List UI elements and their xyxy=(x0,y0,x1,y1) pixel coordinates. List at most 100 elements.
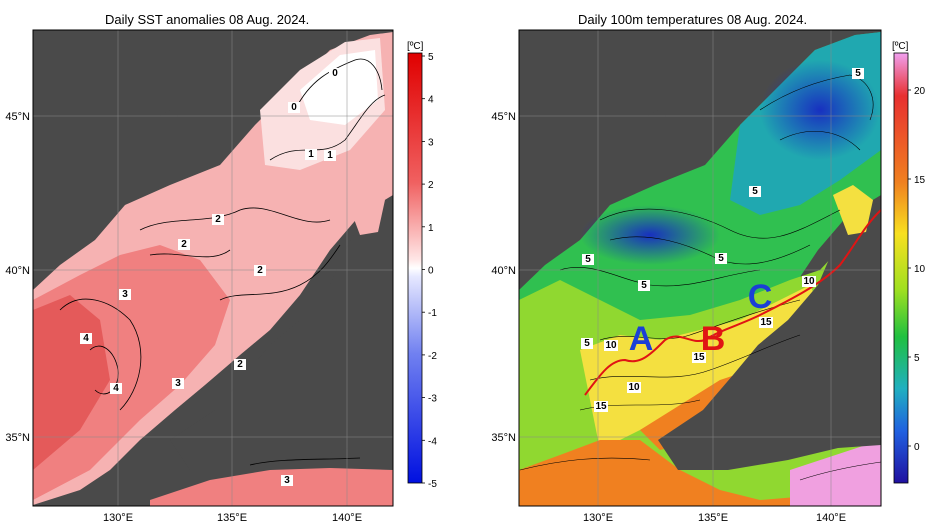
sst-contour-label: 3 xyxy=(122,289,128,300)
anomaly-colorbar-tick-label: 2 xyxy=(428,180,434,191)
sst-contour-label-box xyxy=(254,265,266,276)
sst-contour-label-box xyxy=(110,383,122,394)
sst-contour-label: 4 xyxy=(113,383,119,394)
island xyxy=(160,108,180,138)
latitude-tick-label: 35°N xyxy=(5,432,30,444)
latitude-tick-label: 45°N xyxy=(5,111,30,123)
temperature-colorbar-tick-label: 15 xyxy=(914,175,926,186)
anomaly-colorbar xyxy=(407,52,423,484)
left-colorbar-ticks: 5 4 3 2 1 0 -1 -2 -3 -4 -5 xyxy=(422,52,437,490)
cold-core-north xyxy=(760,60,880,160)
sst-contour-label-box xyxy=(212,214,224,225)
longitude-tick-label: 140°E xyxy=(816,512,846,524)
sst-contour-label: 4 xyxy=(83,333,89,344)
temperature-colorbar-tick-label: 0 xyxy=(914,442,920,453)
sst-contour-label-box xyxy=(324,150,336,161)
coast-land xyxy=(519,150,526,240)
temperature-100m-map xyxy=(519,30,881,506)
temp-contour-label: 15 xyxy=(693,352,705,363)
temp-contour-label: 15 xyxy=(595,401,607,412)
longitude-tick-label: 130°E xyxy=(103,512,133,524)
temp-contour-label: 10 xyxy=(803,276,815,287)
temp-contour-label-box xyxy=(802,276,816,287)
sst-contour-label-box xyxy=(172,378,184,389)
temp-contour-label-box xyxy=(581,338,593,349)
anomaly-colorbar-tick-label: -1 xyxy=(428,308,437,319)
sst-contour-label: 2 xyxy=(181,239,187,250)
anomaly-colorbar-tick-label: -4 xyxy=(428,436,437,447)
temp-contour-label-box xyxy=(582,254,594,265)
temperature-contours xyxy=(519,74,881,481)
sst-contour-label: 1 xyxy=(327,150,333,161)
sst-contour-label-box xyxy=(80,333,92,344)
temp-contour-label: 5 xyxy=(718,253,724,264)
temp-contour-label: 15 xyxy=(760,317,772,328)
longitude-tick-label: 135°E xyxy=(217,512,247,524)
temp-contour-label-box xyxy=(638,280,650,291)
longitude-tick-label: 130°E xyxy=(583,512,613,524)
sst-contour-label: 2 xyxy=(257,265,263,276)
southern-warm-region xyxy=(150,468,393,506)
tsugaru-strait-sea xyxy=(833,185,873,235)
sst-contour-label: 3 xyxy=(284,475,290,486)
temp-contour-label-box xyxy=(627,382,641,393)
southern-warm-water xyxy=(519,440,881,506)
sst-contour-label-box xyxy=(305,149,317,160)
sst-contour-label-box xyxy=(234,359,246,370)
graticule xyxy=(519,30,881,506)
sst-contour-label-box xyxy=(178,239,190,250)
temperature-colorbar-tick-label: 10 xyxy=(914,264,926,275)
anomaly-colorbar-tick-label: 0 xyxy=(428,266,434,277)
temp-contour-label: 10 xyxy=(628,382,640,393)
latitude-tick-label: 35°N xyxy=(491,432,516,444)
axis-labels: 45°N 45°N 40°N 40°N 35°N 35°N 130°E 130°E 135°E 1… xyxy=(5,111,846,524)
island xyxy=(648,108,668,138)
left-contour-labels: 0 0 1 1 2 2 2 2 3 3 3 4 4 xyxy=(80,68,341,486)
graticule xyxy=(33,30,393,506)
cold-core-central xyxy=(580,205,720,265)
tsugaru-strait-sea xyxy=(345,185,385,235)
latitude-tick-label: 40°N xyxy=(491,265,516,277)
latitude-tick-label: 40°N xyxy=(5,265,30,277)
anomaly-colorbar-tick-label: -3 xyxy=(428,394,437,405)
anomaly-colorbar-tick-label: 3 xyxy=(428,137,434,148)
right-colorbar-ticks: 20 15 10 5 0 xyxy=(908,86,926,453)
zone-label-b: B xyxy=(701,320,726,358)
anomaly-colorbar-tick-label: 4 xyxy=(428,95,434,106)
sst-contour-label: 2 xyxy=(237,359,243,370)
longitude-tick-label: 135°E xyxy=(698,512,728,524)
honshu-land xyxy=(170,200,393,470)
longitude-tick-label: 140°E xyxy=(332,512,362,524)
zone-label-a: A xyxy=(629,320,654,358)
sst-contour-label: 3 xyxy=(175,378,181,389)
sst-contour-label-box xyxy=(329,68,341,79)
temp-contour-label-box xyxy=(759,317,773,328)
temp-contour-label: 5 xyxy=(584,338,590,349)
anomaly-colorbar-tick-label: 1 xyxy=(428,223,434,234)
temp-contour-label-box xyxy=(715,253,727,264)
sst-contour-label-box xyxy=(119,289,131,300)
temp-contour-label: 5 xyxy=(855,68,861,79)
temperature-colorbar-tick-label: 20 xyxy=(914,86,926,97)
sst-contour-label-box xyxy=(288,102,300,113)
sst-contour-label: 0 xyxy=(332,68,338,79)
temperature-colorbar xyxy=(893,52,909,484)
kuroshio-warm-water xyxy=(790,440,881,506)
anomaly-colorbar-tick-label: -2 xyxy=(428,351,437,362)
front-line xyxy=(584,209,881,396)
right-map-title: Daily 100m temperatures 08 Aug. 2024. xyxy=(578,12,808,27)
right-colorbar-unit: [ºC] xyxy=(892,41,909,52)
temp-contour-label: 5 xyxy=(585,254,591,265)
left-map-frame xyxy=(32,29,394,507)
temp-contour-label-box xyxy=(594,401,608,412)
temp-contour-label-box xyxy=(852,68,864,79)
left-colorbar-unit: [ºC] xyxy=(407,41,424,52)
temp-contour-label-box xyxy=(604,340,618,351)
left-map-title: Daily SST anomalies 08 Aug. 2024. xyxy=(105,12,310,27)
temp-contour-label: 5 xyxy=(641,280,647,291)
zero-anomaly-region xyxy=(300,50,378,125)
zone-label-c: C xyxy=(748,278,773,316)
temp-contour-label-box xyxy=(749,186,761,197)
temp-contour-label: 10 xyxy=(605,340,617,351)
anomaly-colorbar-tick-label: 5 xyxy=(428,52,434,63)
